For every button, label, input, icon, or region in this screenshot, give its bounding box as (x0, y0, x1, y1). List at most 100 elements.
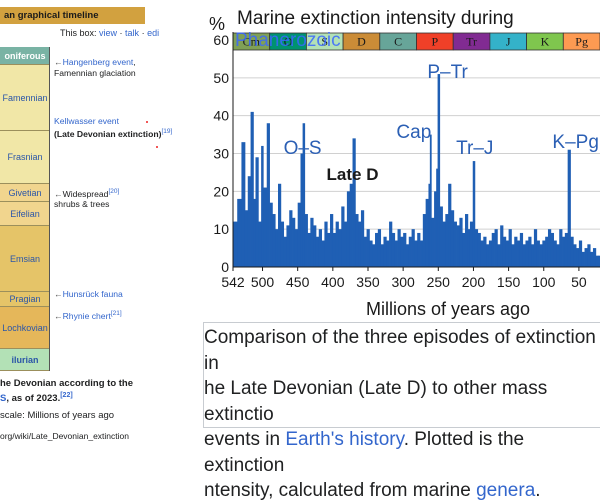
data-bar (266, 123, 270, 267)
stage-carboniferous[interactable]: oniferous (0, 47, 50, 65)
data-bar (425, 198, 429, 267)
event-link[interactable]: Hunsrück fauna (62, 289, 123, 299)
data-bar (258, 221, 262, 267)
data-bar (550, 232, 554, 267)
x-tick-label: 350 (356, 274, 380, 290)
stage-emsian[interactable]: Emsian (0, 226, 50, 292)
reference-link[interactable]: [22] (60, 392, 73, 399)
data-bar (280, 221, 285, 267)
navbox-talk-link[interactable]: talk (125, 28, 140, 38)
data-bar (394, 240, 398, 267)
arrow-icon: ← (54, 310, 63, 321)
event-text: Famennian glaciation (54, 67, 136, 78)
reference-link[interactable]: [19] (161, 127, 173, 135)
caption-link[interactable]: S (0, 393, 7, 405)
caption-text: . (535, 480, 541, 501)
data-bar (403, 232, 407, 267)
caption-line: ntensity, calculated from marine genera. (204, 478, 600, 504)
data-bar (539, 244, 543, 267)
stage-pragian[interactable]: Pragian (0, 292, 50, 307)
data-bar (233, 221, 238, 267)
period-strip: oniferous Famennian Frasnian Givetian Ei… (0, 47, 50, 371)
event-link[interactable]: Kellwasser event (54, 116, 119, 126)
data-bar (519, 232, 524, 267)
page-url[interactable]: org/wiki/Late_Devonian_extinction (0, 431, 129, 441)
stage-eifelian[interactable]: Eifelian (0, 202, 50, 226)
stage-label: Frasnian (7, 152, 43, 162)
stage-label: oniferous (4, 50, 46, 61)
data-bar (391, 232, 396, 267)
data-bar (517, 240, 521, 267)
data-bar (422, 214, 427, 267)
earth-history-link[interactable]: Earth's history (285, 429, 404, 450)
caption-line: Comparison of the three episodes of exti… (204, 327, 596, 374)
data-bar (573, 244, 577, 267)
data-bar (338, 229, 342, 267)
data-bar (564, 232, 569, 267)
navbox-sep: · (139, 28, 148, 38)
stage-givetian[interactable]: Givetian (0, 184, 50, 202)
event-shrubs: ←Widespread[20] shrubs & trees (54, 187, 119, 210)
x-tick-label: 400 (321, 274, 345, 290)
data-bar (360, 210, 365, 267)
data-bar (581, 251, 585, 267)
data-bar (431, 217, 435, 267)
data-bar (590, 251, 594, 267)
period-label: Tr (466, 35, 477, 49)
data-bar (244, 210, 249, 267)
extinction-chart: Cm O S D C P Tr J K Pg 0 10 20 30 40 50 60 542 500 450 400 35… (209, 8, 600, 319)
data-bar (377, 229, 382, 267)
navbox-edit-link[interactable]: edi (147, 28, 160, 38)
event-link[interactable]: Rhynie chert (62, 310, 111, 321)
series-area (233, 74, 600, 267)
data-bar (570, 236, 574, 267)
stage-label: Emsian (9, 253, 40, 264)
x-tick-label: 100 (532, 274, 556, 290)
data-bar (556, 244, 560, 267)
timeline-panel: an graphical timeline This box: view · t… (0, 0, 195, 450)
stage-label: Pragian (9, 294, 41, 304)
data-bar (508, 229, 512, 267)
data-bar (450, 210, 455, 267)
stage-label: ilurian (11, 354, 39, 365)
annotation-label: K–Pg (552, 132, 598, 153)
stage-silurian[interactable]: ilurian (0, 349, 50, 371)
data-bar (297, 202, 301, 267)
data-bar (255, 157, 259, 267)
data-bar (327, 232, 331, 267)
data-bar (332, 232, 337, 267)
event-link[interactable]: Hangenberg event (62, 57, 134, 67)
data-bar (562, 236, 566, 267)
data-bar (400, 236, 404, 267)
data-bar (411, 229, 415, 267)
data-bar (486, 244, 490, 267)
navbox-prefix: This box: (60, 28, 97, 38)
annotation-label: P–Tr (427, 62, 468, 83)
caption-text: ntensity, calculated from marine (204, 480, 477, 501)
genera-link[interactable]: genera (476, 480, 536, 501)
data-bar (253, 198, 256, 267)
reference-link[interactable]: [20] (108, 188, 120, 195)
navbox-sep: · (117, 28, 126, 38)
data-bar (344, 221, 348, 267)
data-bar (237, 198, 242, 267)
period-label: O (284, 35, 293, 49)
annotation-label: Late D (327, 165, 379, 184)
data-bar (494, 229, 498, 267)
stage-frasnian[interactable]: Frasnian (0, 131, 50, 184)
data-bar (369, 240, 373, 267)
data-bar (310, 217, 314, 267)
data-bar (474, 229, 479, 267)
data-bar (283, 236, 287, 267)
data-bar (275, 229, 279, 267)
period-label: D (357, 35, 366, 49)
data-bar (321, 240, 325, 267)
reference-link[interactable]: [21] (110, 310, 122, 317)
stage-lochkovian[interactable]: Lochkovian (0, 307, 50, 349)
data-bar (514, 236, 518, 267)
data-bar (442, 221, 446, 267)
navbox-view-link[interactable]: view (99, 28, 118, 38)
timeline-axis (49, 47, 50, 371)
stage-famennian[interactable]: Famennian (0, 65, 50, 131)
event-text: shrubs & trees (54, 199, 110, 210)
